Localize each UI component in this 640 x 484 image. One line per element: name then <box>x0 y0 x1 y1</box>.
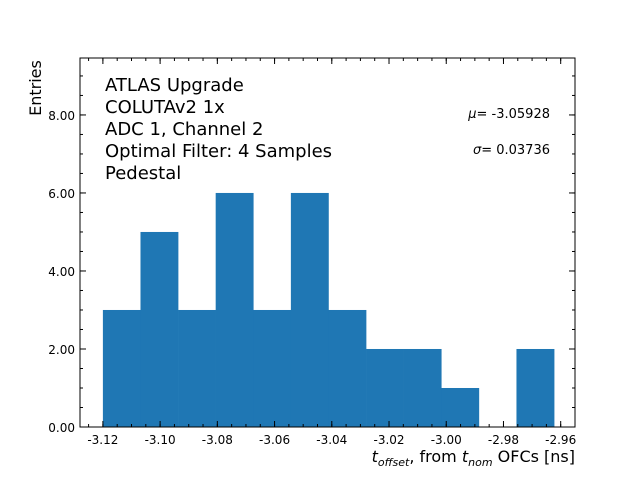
x-tick-label: -2.98 <box>488 433 519 447</box>
annotation-line: ADC 1, Channel 2 <box>105 119 263 140</box>
histogram-bar <box>441 387 480 427</box>
y-tick-label: 2.00 <box>48 343 75 357</box>
sigma-stat: σ= 0.03736 <box>473 143 550 158</box>
annotation-line: ATLAS Upgrade <box>105 75 244 96</box>
mean-stat: μ= -3.05928 <box>467 107 550 122</box>
histogram-bar <box>178 309 216 427</box>
bars <box>102 192 555 427</box>
x-tick-label: -2.96 <box>545 433 576 447</box>
x-tick-label: -3.04 <box>316 433 347 447</box>
x-tick-label: -3.10 <box>145 433 176 447</box>
histogram-bar <box>102 309 141 427</box>
histogram-bar <box>516 348 555 427</box>
x-tick-label: -3.02 <box>373 433 404 447</box>
annotation-line: Optimal Filter: 4 Samples <box>105 141 332 162</box>
y-tick-label: 6.00 <box>48 187 75 201</box>
x-tick-label: -3.00 <box>431 433 462 447</box>
y-tick-label: 4.00 <box>48 265 75 279</box>
x-axis-label: toffset, from tnom OFCs [ns] <box>372 447 575 469</box>
histogram-bar <box>366 348 404 427</box>
histogram-bar <box>290 192 329 427</box>
histogram-bar <box>328 309 367 427</box>
histogram-bar <box>215 192 254 427</box>
axes-frame <box>79 57 576 428</box>
y-tick-labels: 0.00 2.00 4.00 6.00 8.00 <box>48 109 75 435</box>
x-tick-label: -3.08 <box>202 433 233 447</box>
histogram-bar <box>403 348 442 427</box>
x-tick-label: -3.06 <box>259 433 290 447</box>
y-axis-label: Entries <box>26 60 45 116</box>
x-tick-label: -3.12 <box>87 433 118 447</box>
x-tick-labels: -3.12 -3.10 -3.08 -3.06 -3.04 -3.02 -3.00 -2.98… <box>87 433 576 447</box>
y-tick-label: 0.00 <box>48 421 75 435</box>
histogram-bar <box>253 309 292 427</box>
y-tick-label: 8.00 <box>48 109 75 123</box>
histogram-bar <box>140 231 179 427</box>
annotation-line: COLUTAv2 1x <box>105 97 225 118</box>
annotation-block: ATLAS Upgrade COLUTAv2 1x ADC 1, Channel… <box>105 75 332 184</box>
annotation-line: Pedestal <box>105 163 181 184</box>
